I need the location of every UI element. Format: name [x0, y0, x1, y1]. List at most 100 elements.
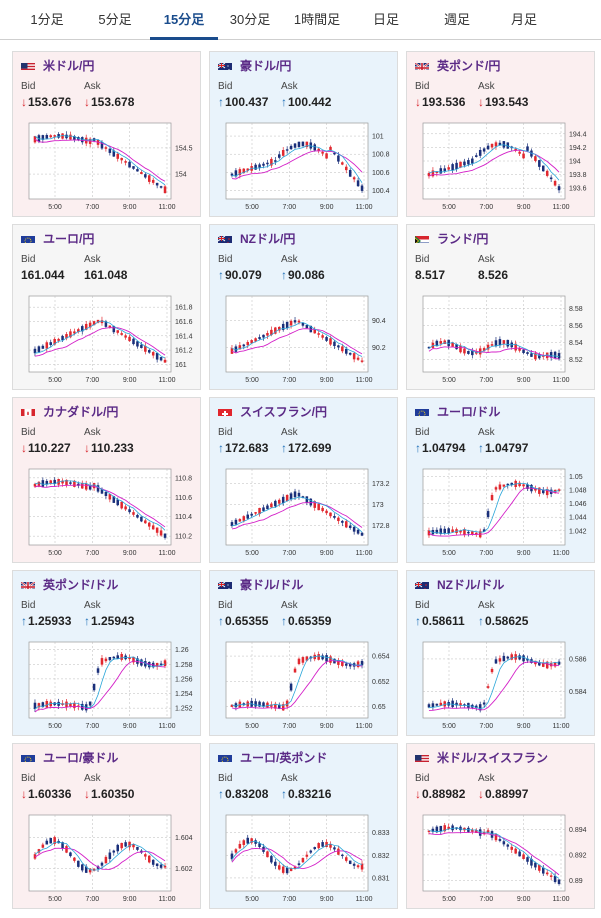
candle-body: [534, 862, 537, 868]
currency-pair-link[interactable]: 英ポンド/ドル: [21, 576, 118, 592]
rate-card[interactable]: NZドル/ドル Bid Ask ↑0.58611 ↑0.58625 5:00 7:00 9:0…: [406, 570, 595, 736]
rate-card[interactable]: カナダドル/円 Bid Ask ↓110.227 ↓110.233 5:00 7:00 9:0…: [12, 397, 201, 563]
x-tick-label: 11:00: [553, 896, 570, 903]
bid-value: ↑172.683: [218, 441, 268, 455]
candle-body: [447, 826, 450, 830]
rate-card[interactable]: 米ドル/円 Bid Ask ↓153.676 ↓153.678 5:00 7:00 9:00 1…: [12, 51, 201, 217]
tab-3[interactable]: 30分足: [229, 12, 271, 27]
candle-body: [482, 148, 486, 152]
candle-body: [530, 858, 533, 866]
y-tick-label: 100.8: [372, 152, 390, 159]
rate-card[interactable]: スイスフラン/円 Bid Ask ↑172.683 ↑172.699 5:00 7:00 9:…: [209, 397, 398, 563]
au-us-flag-icon: [218, 579, 232, 589]
currency-pair-link[interactable]: 米ドル/スイスフラン: [415, 749, 548, 765]
candle-body: [69, 852, 72, 857]
candle-body: [557, 353, 561, 359]
rate-card[interactable]: ランド/円 Bid Ask 8.517 8.526 5:00 7:00 9:00 11:00 8.…: [406, 224, 595, 390]
currency-pair-link[interactable]: NZドル/円: [218, 230, 295, 246]
candle-body: [250, 340, 253, 344]
candlestick-chart[interactable]: 5:00 7:00 9:00 11:00 1.26 1.258 1.256 1.254 1.25…: [19, 638, 196, 730]
tab-2[interactable]: 15分足: [150, 0, 218, 40]
candle-body: [104, 856, 108, 864]
candle-body: [33, 702, 37, 709]
rate-card[interactable]: ユーロ/英ポンド Bid Ask ↑0.83208 ↑0.83216 5:00 7:00 9:…: [209, 743, 398, 909]
tab-1[interactable]: 5分足: [98, 12, 132, 27]
currency-pair-link[interactable]: ランド/円: [415, 230, 488, 246]
candlestick-chart[interactable]: 5:00 7:00 9:00 11:00 0.833 0.832 0.831: [216, 811, 393, 903]
candlestick-chart[interactable]: 5:00 7:00 9:00 11:00 90.4 90.2: [216, 292, 393, 384]
candle-body: [522, 655, 525, 662]
candlestick-chart[interactable]: 5:00 7:00 9:00 11:00 8.58 8.56 8.54 8.52: [413, 292, 590, 384]
candle-body: [151, 179, 155, 183]
rate-card[interactable]: ユーロ/ドル Bid Ask ↑1.04794 ↑1.04797 5:00 7:00 9:00…: [406, 397, 595, 563]
currency-pair-link[interactable]: 豪ドル/ドル: [218, 576, 303, 592]
candle-body: [53, 479, 56, 484]
x-tick-label: 5:00: [442, 723, 456, 730]
candle-body: [84, 866, 88, 873]
trend-line: [428, 827, 560, 879]
candle-body: [116, 844, 119, 852]
y-tick-label: 1.26: [175, 647, 189, 654]
bid-label: Bid: [415, 81, 430, 92]
candle-body: [144, 854, 147, 857]
y-tick-label: 0.831: [372, 875, 390, 882]
candlestick-chart[interactable]: 5:00 7:00 9:00 11:00 154.5 154: [19, 119, 196, 211]
currency-pair-link[interactable]: カナダドル/円: [21, 403, 118, 419]
candlestick-chart[interactable]: 5:00 7:00 9:00 11:00 0.894 0.892 0.89: [413, 811, 590, 903]
candlestick-chart[interactable]: 5:00 7:00 9:00 11:00 173.2 173 172.8: [216, 465, 393, 557]
rate-card[interactable]: 米ドル/スイスフラン Bid Ask ↓0.88982 ↓0.88997 5:00 7:00…: [406, 743, 595, 909]
tab-6[interactable]: 週足: [443, 12, 470, 27]
currency-pair-link[interactable]: スイスフラン/円: [218, 403, 327, 419]
currency-pair-name: 英ポンド/ドル: [43, 577, 119, 592]
candlestick-chart[interactable]: 5:00 7:00 9:00 11:00 0.654 0.652 0.65: [216, 638, 393, 730]
currency-pair-link[interactable]: NZドル/ドル: [415, 576, 504, 592]
currency-pair-link[interactable]: ユーロ/豪ドル: [21, 749, 118, 765]
bid-price: 161.044: [21, 268, 65, 282]
bid-value: ↓193.536: [415, 95, 465, 109]
candle-body: [297, 141, 301, 148]
currency-pair-link[interactable]: ユーロ/円: [21, 230, 94, 246]
tab-4[interactable]: 1時間足: [293, 12, 341, 27]
rate-card[interactable]: NZドル/円 Bid Ask ↑90.079 ↑90.086 5:00 7:00 9:00 11…: [209, 224, 398, 390]
tab-0[interactable]: 1分足: [30, 12, 64, 27]
currency-pair-link[interactable]: 豪ドル/円: [218, 57, 291, 73]
candlestick-chart[interactable]: 5:00 7:00 9:00 11:00 161.8 161.6 161.4 161.2 161: [19, 292, 196, 384]
candle-body: [305, 496, 309, 503]
candle-body: [234, 519, 238, 525]
bid-value: ↑0.65355: [218, 614, 268, 628]
rate-card[interactable]: 豪ドル/円 Bid Ask ↑100.437 ↑100.442 5:00 7:00 9:00 1…: [209, 51, 398, 217]
candle-body: [534, 353, 537, 360]
candlestick-chart[interactable]: 5:00 7:00 9:00 11:00 1.05 1.048 1.046 1.044 1.04…: [413, 465, 590, 557]
bid-price: 110.227: [28, 441, 71, 455]
candlestick-chart[interactable]: 5:00 7:00 9:00 11:00 194.4 194.2 194 193.8 193.6: [413, 119, 590, 211]
rate-card[interactable]: 英ポンド/円 Bid Ask ↓193.536 ↓193.543 5:00 7:00 9:00…: [406, 51, 595, 217]
candle-body: [510, 846, 513, 850]
y-tick-label: 90.2: [372, 345, 386, 352]
rate-card[interactable]: ユーロ/円 Bid Ask 161.044 161.048 5:00 7:00 9:00 11:…: [12, 224, 201, 390]
currency-pair-link[interactable]: 米ドル/円: [21, 57, 94, 73]
candlestick-chart[interactable]: 5:00 7:00 9:00 11:00 101 100.8 100.6 100.4: [216, 119, 393, 211]
candle-body: [494, 659, 498, 664]
tab-7[interactable]: 月足: [510, 12, 537, 27]
bid-value: ↑1.04794: [415, 441, 465, 455]
currency-pair-link[interactable]: ユーロ/ドル: [415, 403, 500, 419]
candlestick-chart[interactable]: 5:00 7:00 9:00 11:00 1.604 1.602: [19, 811, 196, 903]
currency-pair-link[interactable]: 英ポンド/円: [415, 57, 500, 73]
candle-body: [530, 353, 533, 357]
currency-pair-link[interactable]: ユーロ/英ポンド: [218, 749, 327, 765]
candlestick-chart[interactable]: 5:00 7:00 9:00 11:00 110.8 110.6 110.4 110.2: [19, 465, 196, 557]
timeframe-tabs: 1分足 5分足 15分足 30分足 1時間足 日足 週足 月足: [0, 0, 601, 40]
candle-body: [333, 847, 336, 850]
candlestick-chart[interactable]: 5:00 7:00 9:00 11:00 0.586 0.584: [413, 638, 590, 730]
candle-body: [281, 496, 285, 503]
bid-value: 161.044: [21, 268, 64, 282]
arrow-up-icon: ↑: [415, 441, 421, 455]
rate-card[interactable]: ユーロ/豪ドル Bid Ask ↓1.60336 ↓1.60350 5:00 7:00 9:0…: [12, 743, 201, 909]
rate-card[interactable]: 英ポンド/ドル Bid Ask ↑1.25933 ↑1.25943 5:00 7:00 9:0…: [12, 570, 201, 736]
tab-5[interactable]: 日足: [372, 12, 399, 27]
candle-body: [88, 868, 92, 873]
rate-card[interactable]: 豪ドル/ドル Bid Ask ↑0.65355 ↑0.65359 5:00 7:00 9:00…: [209, 570, 398, 736]
y-tick-label: 0.654: [372, 654, 390, 661]
candle-body: [289, 868, 293, 871]
candle-body: [459, 530, 462, 533]
